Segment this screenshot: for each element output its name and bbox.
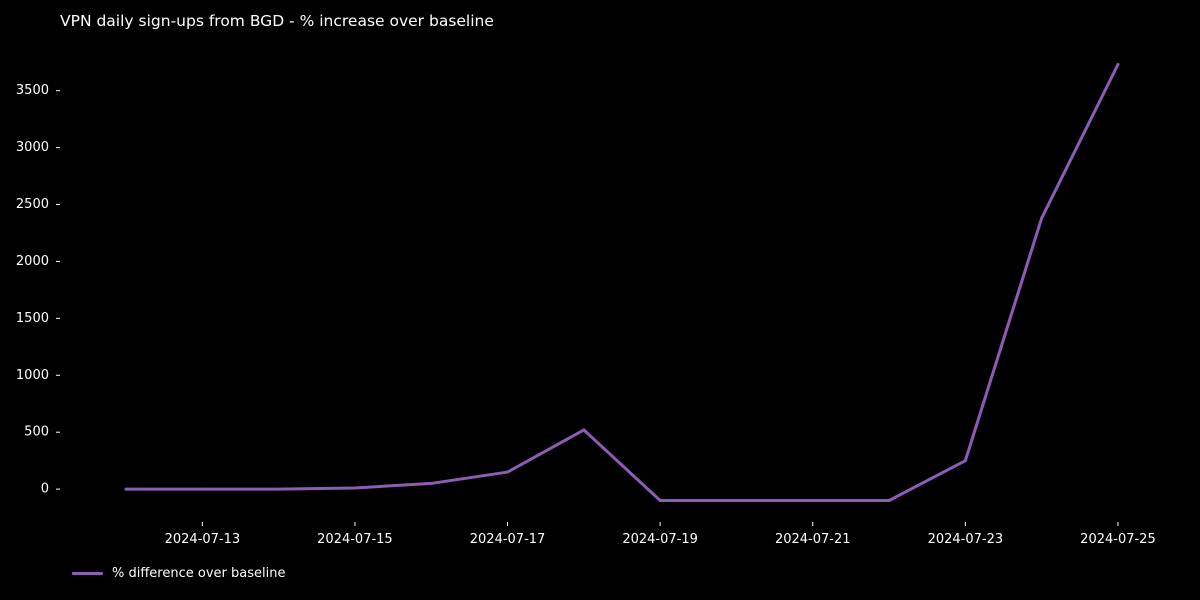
y-tick-label: 0 xyxy=(41,482,49,497)
data-point xyxy=(811,499,815,503)
y-tick-label: 1000 xyxy=(16,368,49,383)
data-point xyxy=(124,487,128,491)
y-tick-label: 3000 xyxy=(16,140,49,155)
data-point xyxy=(734,499,738,503)
y-tick-label: 2000 xyxy=(16,254,49,269)
x-tick-label: 2024-07-23 xyxy=(928,532,1004,547)
data-point xyxy=(582,428,586,432)
series-line xyxy=(124,62,1120,503)
y-tick-label: 500 xyxy=(24,425,49,440)
data-point xyxy=(277,487,281,491)
data-point xyxy=(429,481,433,485)
chart-title: VPN daily sign-ups from BGD - % increase… xyxy=(60,12,494,30)
series-layer xyxy=(124,62,1120,503)
data-point xyxy=(1040,216,1044,220)
data-point xyxy=(1116,62,1120,66)
legend-swatch xyxy=(72,572,103,575)
x-tick-label: 2024-07-17 xyxy=(470,532,546,547)
x-tick-label: 2024-07-25 xyxy=(1080,532,1156,547)
data-point xyxy=(963,459,967,463)
data-point xyxy=(200,487,204,491)
legend-label: % difference over baseline xyxy=(112,566,286,581)
data-point xyxy=(506,470,510,474)
x-tick-label: 2024-07-15 xyxy=(317,532,393,547)
data-point xyxy=(887,499,891,503)
legend: % difference over baseline xyxy=(72,566,285,581)
y-axis: 0 500 1000 1500 2000 2500 3000 3500 xyxy=(16,83,60,497)
x-tick-label: 2024-07-19 xyxy=(622,532,698,547)
y-tick-label: 1500 xyxy=(16,311,49,326)
y-tick-label: 3500 xyxy=(16,83,49,98)
x-tick-label: 2024-07-21 xyxy=(775,532,851,547)
y-tick-label: 2500 xyxy=(16,197,49,212)
data-point xyxy=(658,499,662,503)
x-axis: 2024-07-13 2024-07-15 2024-07-17 2024-07-19… xyxy=(165,522,1156,547)
data-point xyxy=(353,486,357,490)
x-tick-label: 2024-07-13 xyxy=(165,532,241,547)
